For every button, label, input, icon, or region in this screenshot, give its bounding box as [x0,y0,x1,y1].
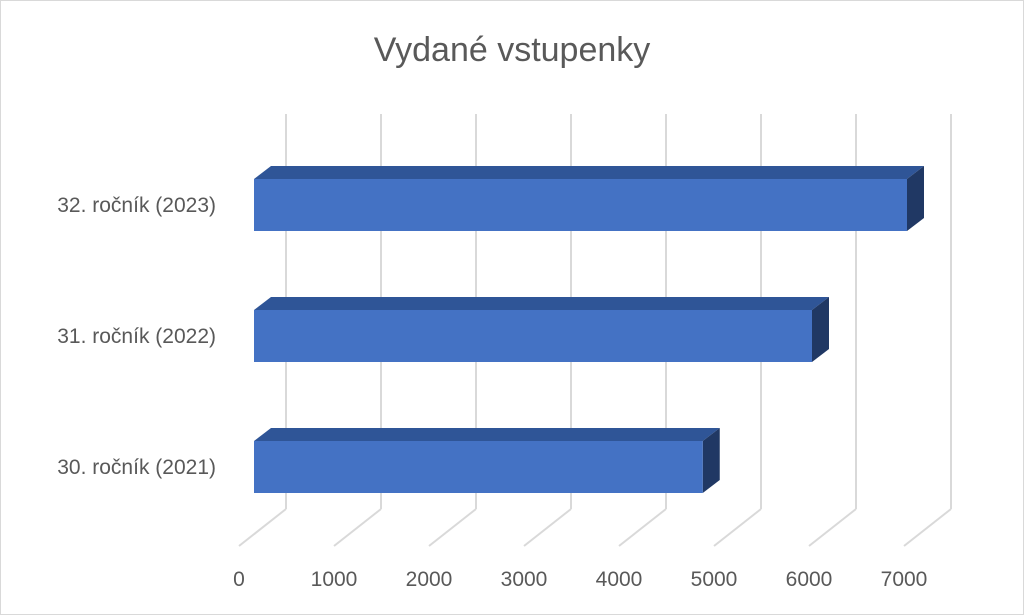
bar [254,166,924,231]
category-label: 30. ročník (2021) [57,456,216,479]
x-tick-label: 4000 [596,568,643,591]
gridline-floor [713,508,762,547]
gridline-floor [333,508,382,547]
gridline-floor [618,508,667,547]
bar-top-face [254,428,720,441]
bar-side-face [812,297,829,362]
x-tick-label: 2000 [406,568,453,591]
x-tick-label: 0 [233,568,245,591]
x-tick-label: 5000 [691,568,738,591]
bar [254,297,829,362]
gridline-floor [428,508,477,547]
bar-front-face [254,179,907,231]
bar [254,428,720,493]
bar-top-face [254,297,829,310]
gridline-floor [903,508,952,547]
category-labels: 32. ročník (2023) 31. ročník (2022) 30. ro… [57,194,216,479]
x-tick-label: 6000 [786,568,833,591]
bar-side-face [907,166,924,231]
bar-front-face [254,310,812,362]
gridline-floor [238,508,287,547]
category-label: 31. ročník (2022) [57,325,216,348]
bar-front-face [254,441,703,493]
category-label: 32. ročník (2023) [57,194,216,217]
gridline-floor [523,508,572,547]
x-tick-label: 3000 [501,568,548,591]
chart-title: Vydané vstupenky [374,31,651,69]
x-tick-label: 7000 [881,568,928,591]
bars [254,166,924,493]
x-tick-labels: 0 1000 2000 3000 4000 5000 6000 7000 [233,568,927,591]
x-tick-label: 1000 [311,568,358,591]
bar-side-face [702,428,720,493]
gridline-floor [808,508,857,547]
bar-top-face [254,166,924,179]
